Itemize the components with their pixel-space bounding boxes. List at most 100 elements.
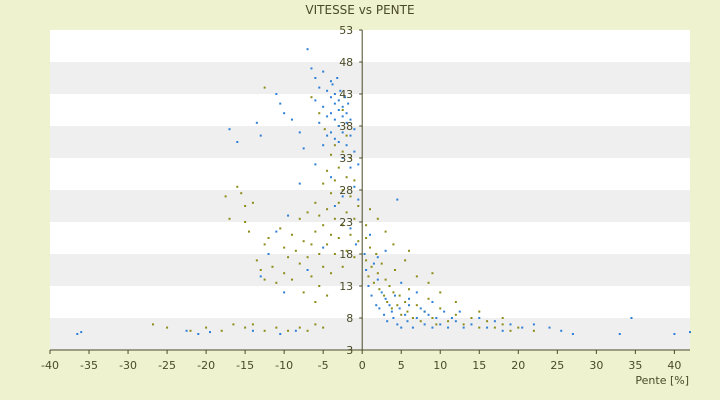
point-blue — [376, 256, 379, 259]
point-olive — [501, 317, 504, 319]
point-olive — [404, 259, 407, 262]
point-blue — [392, 317, 395, 319]
point-olive — [415, 304, 418, 307]
plot-band — [50, 286, 690, 318]
point-blue — [400, 326, 403, 329]
plot-band — [50, 94, 690, 126]
point-olive — [275, 326, 278, 329]
point-blue — [423, 323, 426, 326]
point-olive — [345, 176, 348, 179]
point-olive — [532, 329, 535, 332]
plot-bands — [50, 30, 690, 350]
point-olive — [341, 224, 344, 227]
point-blue — [302, 147, 305, 150]
point-blue — [322, 144, 325, 147]
point-blue — [378, 307, 381, 310]
y-tick-label: 28 — [339, 184, 353, 197]
data-points — [76, 48, 691, 335]
point-olive — [310, 275, 313, 278]
x-tick-label: -15 — [236, 359, 254, 372]
x-tick-label: 25 — [550, 359, 564, 372]
plot-band — [50, 254, 690, 286]
point-olive — [290, 233, 293, 236]
point-olive — [275, 281, 278, 284]
point-olive — [369, 246, 371, 249]
point-olive — [367, 275, 370, 278]
point-blue — [560, 329, 563, 332]
point-olive — [415, 275, 418, 278]
point-blue — [259, 275, 262, 278]
point-olive — [478, 326, 481, 329]
point-olive — [372, 281, 375, 284]
point-blue — [571, 333, 574, 335]
point-olive — [240, 192, 243, 195]
point-blue — [287, 214, 290, 217]
point-blue — [337, 125, 340, 127]
point-blue — [337, 141, 340, 143]
point-blue — [329, 80, 332, 83]
point-olive — [341, 109, 344, 111]
point-blue — [493, 320, 496, 323]
point-blue — [427, 313, 430, 316]
point-blue — [255, 121, 258, 124]
point-blue — [228, 128, 231, 131]
point-olive — [318, 285, 321, 287]
point-blue — [341, 105, 344, 108]
point-olive — [439, 291, 442, 294]
point-olive — [244, 326, 247, 329]
point-olive — [205, 326, 208, 329]
point-olive — [384, 230, 387, 233]
point-olive — [236, 185, 239, 188]
point-blue — [521, 326, 524, 329]
point-olive — [329, 233, 332, 236]
point-olive — [435, 323, 438, 326]
point-olive — [349, 233, 352, 236]
point-olive — [322, 224, 325, 227]
point-olive — [326, 294, 329, 297]
point-olive — [283, 272, 286, 275]
point-olive — [380, 262, 383, 265]
point-olive — [251, 323, 254, 326]
x-axis-ticks: -40 -35 -30 -25 -20 -15 -10 -5 0 5 10 15 20 25 30 35 40 — [41, 350, 681, 372]
point-blue — [509, 323, 512, 326]
point-blue — [333, 205, 336, 207]
point-olive — [341, 150, 344, 153]
point-blue — [354, 243, 357, 246]
point-blue — [353, 128, 356, 131]
point-olive — [375, 253, 378, 255]
point-olive — [271, 265, 274, 268]
point-olive — [353, 179, 356, 182]
point-olive — [365, 237, 368, 239]
point-blue — [279, 102, 282, 105]
point-olive — [318, 253, 321, 255]
point-blue — [357, 163, 360, 166]
x-tick-label: 10 — [433, 359, 447, 372]
point-olive — [337, 166, 340, 169]
point-olive — [427, 297, 430, 300]
point-olive — [447, 320, 450, 323]
point-blue — [283, 291, 286, 294]
chart-title: VITESSE vs PENTE — [305, 3, 414, 17]
point-blue — [431, 326, 434, 329]
plot-band — [50, 62, 690, 94]
point-olive — [306, 256, 309, 259]
point-olive — [353, 256, 356, 259]
point-olive — [349, 195, 352, 198]
point-blue — [415, 317, 418, 319]
point-olive — [263, 329, 266, 332]
point-olive — [390, 307, 393, 310]
point-blue — [275, 230, 278, 233]
point-blue — [383, 313, 386, 316]
point-blue — [329, 176, 332, 179]
point-olive — [302, 240, 305, 243]
point-olive — [326, 243, 329, 246]
point-olive — [298, 262, 301, 265]
point-olive — [259, 269, 262, 271]
point-blue — [349, 134, 352, 137]
point-olive — [152, 323, 155, 326]
point-blue — [618, 333, 621, 335]
point-olive — [345, 249, 348, 252]
point-olive — [290, 278, 293, 281]
